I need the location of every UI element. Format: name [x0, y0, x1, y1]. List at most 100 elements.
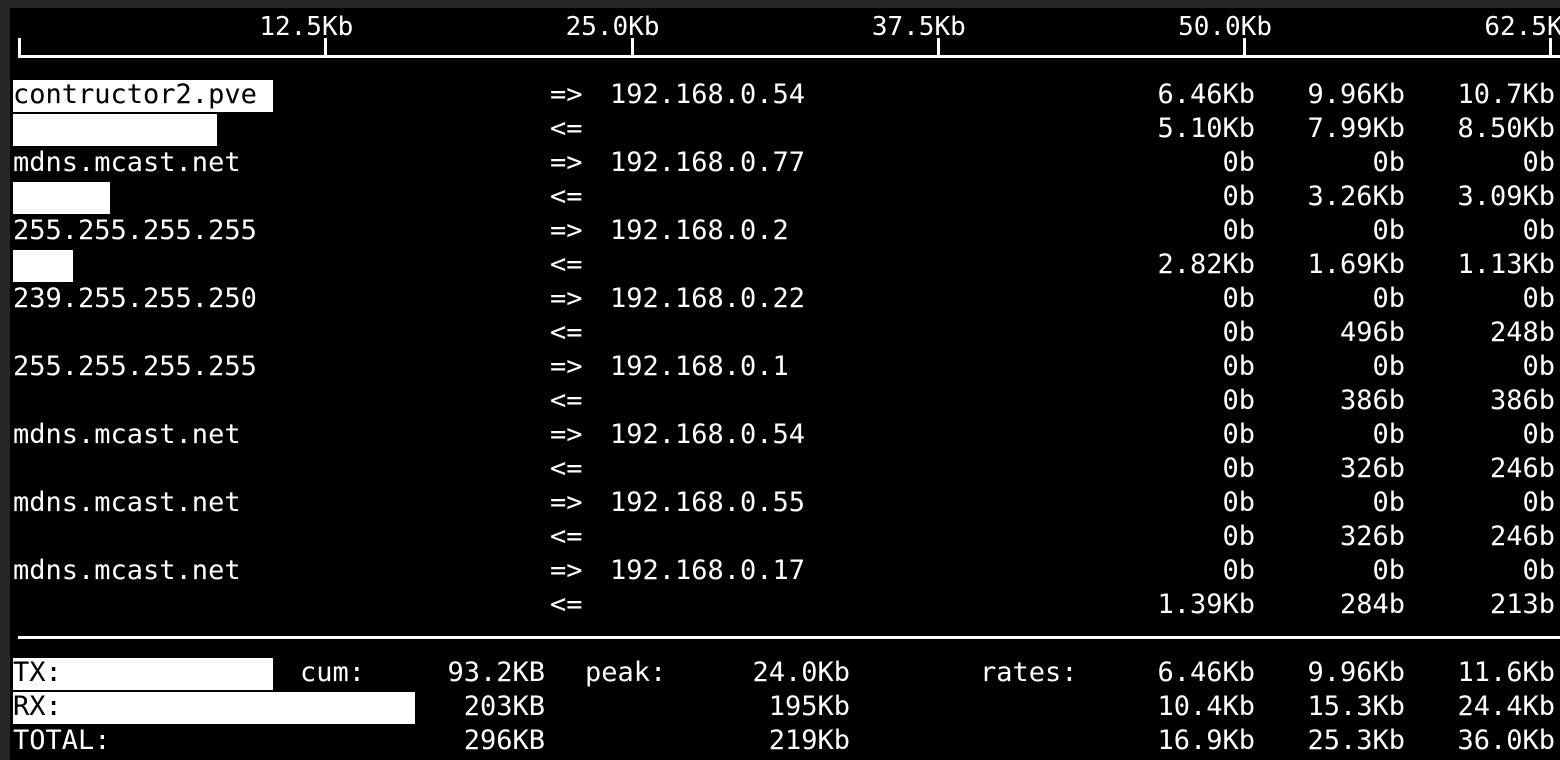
rx-arrow-icon: <= — [550, 385, 583, 416]
tx-rate-2s: 0b — [1222, 215, 1255, 246]
cum-header: cum: — [300, 657, 366, 688]
summary-rate-40s: 24.4Kb — [1457, 691, 1555, 722]
tx-rate-10s: 0b — [1372, 215, 1405, 246]
host-name: mdns.mcast.net — [13, 147, 241, 178]
tx-bandwidth-bar — [13, 80, 273, 112]
peak-value: 195Kb — [768, 691, 850, 722]
tx-rate-40s: 0b — [1522, 555, 1555, 586]
tx-rate-40s: 10.7Kb — [1457, 79, 1555, 110]
peer-address: 192.168.0.77 — [610, 147, 806, 178]
summary-rate-10s: 9.96Kb — [1307, 657, 1405, 688]
summary-rate-40s: 11.6Kb — [1457, 657, 1555, 688]
summary-bar — [13, 658, 273, 690]
summary-footer: TX: cum: peak: rates: 93.2KB 24.0Kb 6.46Kb 9.96… — [10, 656, 1560, 760]
rates-header: rates: — [980, 657, 1078, 688]
host-name: mdns.mcast.net — [13, 487, 241, 518]
connection-rx-line: <= 1.39Kb 284b 213b — [10, 588, 1560, 622]
rx-rate-40s: 246b — [1489, 521, 1555, 552]
connection-tx-line: 255.255.255.255 => 192.168.0.2 0b 0b 0b — [10, 214, 1560, 248]
connection-tx-line: contructor2.pve => 192.168.0.54 6.46Kb 9.96K… — [10, 78, 1560, 112]
summary-label: TOTAL: — [13, 725, 111, 756]
table-row[interactable]: contructor2.pve => 192.168.0.54 6.46Kb 9.96K… — [10, 78, 1560, 146]
cum-value: 203KB — [463, 691, 545, 722]
tx-rate-40s: 0b — [1522, 147, 1555, 178]
tx-rate-10s: 0b — [1372, 351, 1405, 382]
tx-rate-2s: 6.46Kb — [1157, 79, 1255, 110]
rx-rate-2s: 0b — [1222, 317, 1255, 348]
summary-label: RX: — [13, 691, 62, 722]
table-row[interactable]: 255.255.255.255 => 192.168.0.1 0b 0b 0b <= 0b 38… — [10, 350, 1560, 418]
tx-rate-10s: 9.96Kb — [1307, 79, 1405, 110]
tx-rate-2s: 0b — [1222, 487, 1255, 518]
table-row[interactable]: mdns.mcast.net => 192.168.0.55 0b 0b 0b <= 0b 32… — [10, 486, 1560, 554]
rx-rate-10s: 326b — [1339, 453, 1405, 484]
connection-list[interactable]: contructor2.pve => 192.168.0.54 6.46Kb 9.96K… — [10, 78, 1560, 634]
rx-rate-10s: 386b — [1339, 385, 1405, 416]
rx-arrow-icon: <= — [550, 521, 583, 552]
tx-rate-40s: 0b — [1522, 351, 1555, 382]
rx-rate-2s: 0b — [1222, 385, 1255, 416]
connection-rx-line: <= 5.10Kb 7.99Kb 8.50Kb — [10, 112, 1560, 146]
rx-bandwidth-bar — [13, 114, 217, 146]
connection-rx-line: <= 0b 326b 246b — [10, 452, 1560, 486]
connection-rx-line: <= 0b 326b 246b — [10, 520, 1560, 554]
rx-rate-2s: 1.39Kb — [1157, 589, 1255, 620]
tx-rate-10s: 0b — [1372, 419, 1405, 450]
rx-arrow-icon: <= — [550, 113, 583, 144]
rx-arrow-icon: <= — [550, 249, 583, 280]
axis-baseline — [18, 55, 1560, 58]
tx-rate-2s: 0b — [1222, 351, 1255, 382]
table-row[interactable]: mdns.mcast.net => 192.168.0.54 0b 0b 0b <= 0b 32… — [10, 418, 1560, 486]
rx-rate-40s: 246b — [1489, 453, 1555, 484]
rx-rate-2s: 0b — [1222, 521, 1255, 552]
host-name: contructor2.pve — [13, 79, 257, 110]
table-row[interactable]: mdns.mcast.net => 192.168.0.77 0b 0b 0b <= 0b 3.… — [10, 146, 1560, 214]
axis-tick-3 — [1243, 38, 1246, 56]
tx-arrow-icon: => — [550, 215, 583, 246]
tx-rate-40s: 0b — [1522, 419, 1555, 450]
peer-address: 192.168.0.1 — [610, 351, 789, 382]
axis-tick-4 — [1549, 38, 1553, 56]
cum-value: 296KB — [463, 725, 545, 756]
rx-arrow-icon: <= — [550, 589, 583, 620]
tx-rate-10s: 0b — [1372, 487, 1405, 518]
rx-bandwidth-bar — [13, 182, 110, 214]
table-row[interactable]: 255.255.255.255 => 192.168.0.2 0b 0b 0b <= 2.82… — [10, 214, 1560, 282]
tx-rate-10s: 0b — [1372, 147, 1405, 178]
connection-tx-line: mdns.mcast.net => 192.168.0.17 0b 0b 0b — [10, 554, 1560, 588]
rx-rate-2s: 2.82Kb — [1157, 249, 1255, 280]
tx-rate-40s: 0b — [1522, 283, 1555, 314]
rx-rate-10s: 7.99Kb — [1307, 113, 1405, 144]
rx-rate-40s: 3.09Kb — [1457, 181, 1555, 212]
table-row[interactable]: mdns.mcast.net => 192.168.0.17 0b 0b 0b <= 1.39… — [10, 554, 1560, 622]
scale-label-4: 62.5Kb — [1484, 12, 1560, 42]
connection-rx-line: <= 0b 386b 386b — [10, 384, 1560, 418]
iftop-screen: 12.5Kb 25.0Kb 37.5Kb 50.0Kb 62.5Kb contructo… — [10, 8, 1560, 760]
tx-arrow-icon: => — [550, 487, 583, 518]
tx-arrow-icon: => — [550, 79, 583, 110]
peer-address: 192.168.0.54 — [610, 79, 806, 110]
summary-rate-10s: 25.3Kb — [1307, 725, 1405, 756]
cum-value: 93.2KB — [447, 657, 545, 688]
axis-tick-1 — [630, 38, 634, 56]
rx-rate-10s: 284b — [1339, 589, 1405, 620]
connection-rx-line: <= 0b 3.26Kb 3.09Kb — [10, 180, 1560, 214]
table-row[interactable]: 239.255.255.250 => 192.168.0.22 0b 0b 0b <= 0b 4… — [10, 282, 1560, 350]
rx-rate-2s: 5.10Kb — [1157, 113, 1255, 144]
summary-rate-40s: 36.0Kb — [1457, 725, 1555, 756]
scale-label-3: 50.0Kb — [1178, 12, 1272, 42]
connection-tx-line: mdns.mcast.net => 192.168.0.54 0b 0b 0b — [10, 418, 1560, 452]
tx-rate-2s: 0b — [1222, 147, 1255, 178]
rx-rate-10s: 496b — [1339, 317, 1405, 348]
tx-arrow-icon: => — [550, 351, 583, 382]
tx-rate-2s: 0b — [1222, 419, 1255, 450]
summary-rate-10s: 15.3Kb — [1307, 691, 1405, 722]
scale-label-2: 37.5Kb — [871, 12, 966, 42]
host-name: mdns.mcast.net — [13, 419, 241, 450]
rx-rate-2s: 0b — [1222, 181, 1255, 212]
summary-line: RX: 203KB 195Kb 10.4Kb 15.3Kb 24.4Kb — [10, 690, 1560, 724]
rx-rate-2s: 0b — [1222, 453, 1255, 484]
connection-rx-line: <= 0b 496b 248b — [10, 316, 1560, 350]
rx-rate-40s: 213b — [1489, 589, 1555, 620]
